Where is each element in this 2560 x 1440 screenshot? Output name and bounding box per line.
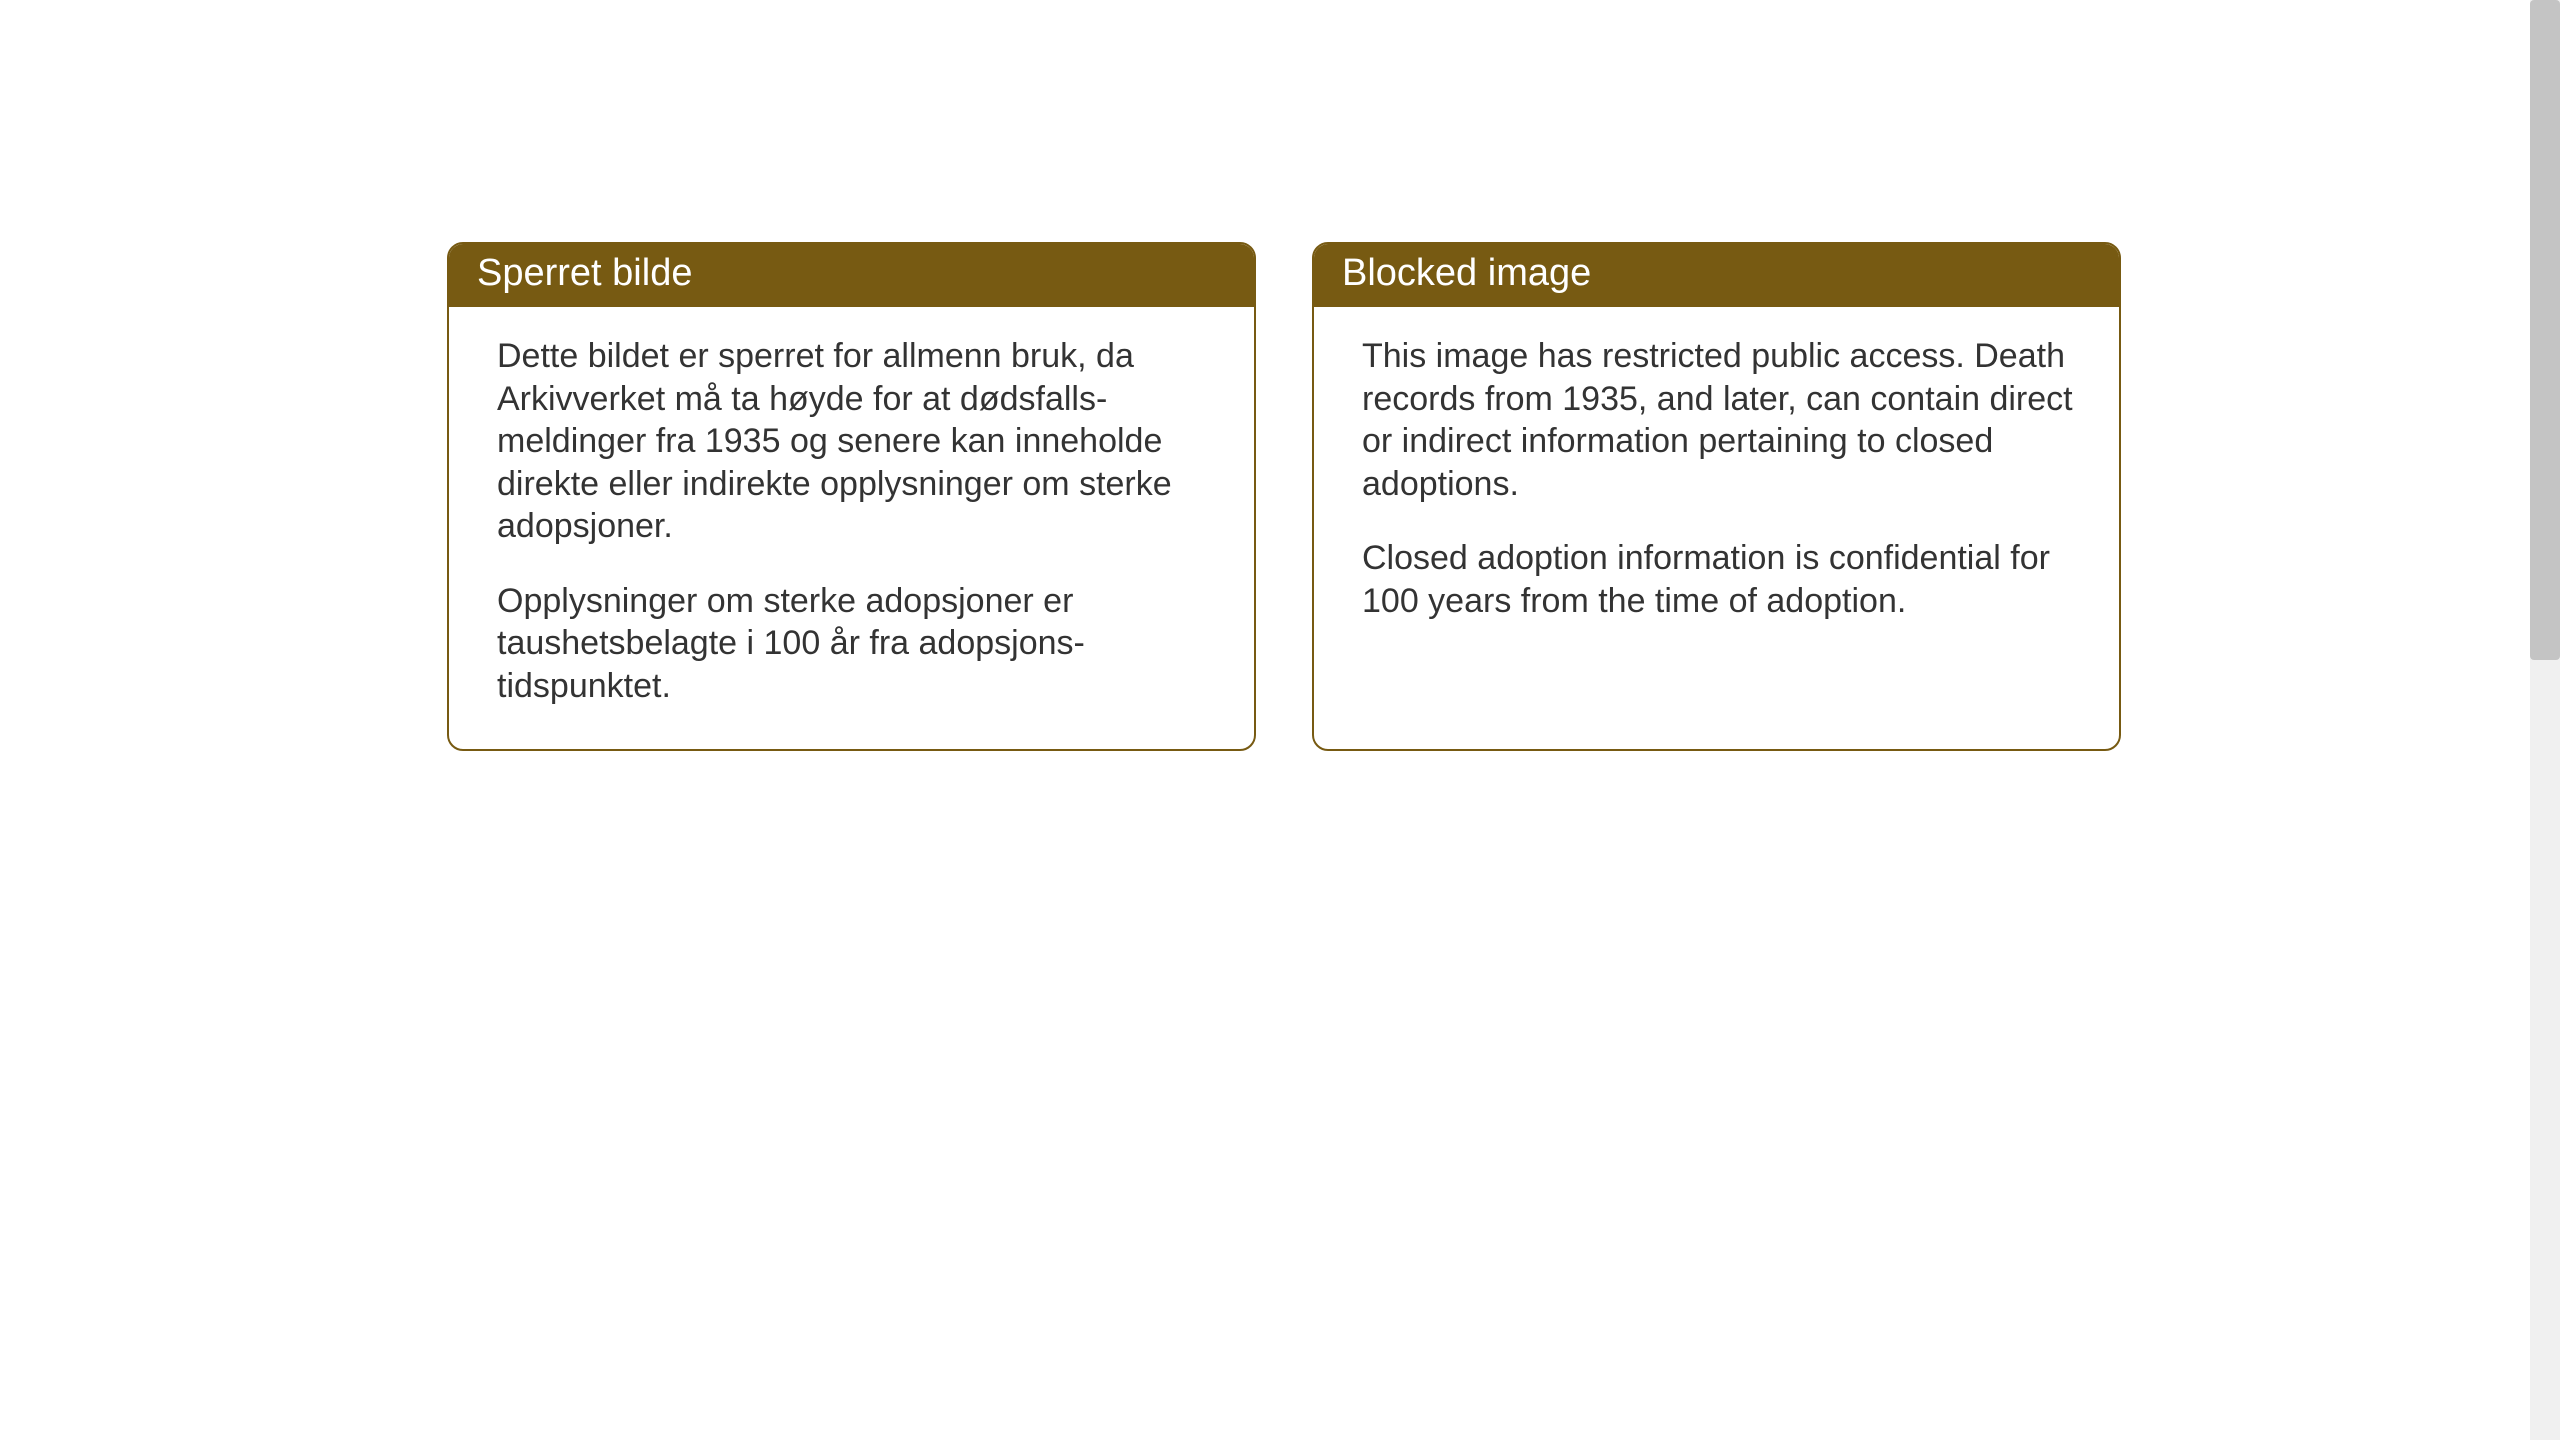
english-card-title: Blocked image [1314,244,2119,307]
english-paragraph-2: Closed adoption information is confident… [1362,537,2077,622]
scrollbar-track[interactable] [2530,0,2560,1440]
norwegian-card-body: Dette bildet er sperret for allmenn bruk… [449,307,1254,749]
norwegian-paragraph-1: Dette bildet er sperret for allmenn bruk… [497,335,1212,548]
english-card-body: This image has restricted public access.… [1314,307,2119,664]
english-notice-card: Blocked image This image has restricted … [1312,242,2121,751]
norwegian-notice-card: Sperret bilde Dette bildet er sperret fo… [447,242,1256,751]
norwegian-paragraph-2: Opplysninger om sterke adopsjoner er tau… [497,580,1212,708]
notice-cards-container: Sperret bilde Dette bildet er sperret fo… [447,242,2121,751]
norwegian-card-title: Sperret bilde [449,244,1254,307]
english-paragraph-1: This image has restricted public access.… [1362,335,2077,505]
scrollbar-thumb[interactable] [2530,0,2560,660]
